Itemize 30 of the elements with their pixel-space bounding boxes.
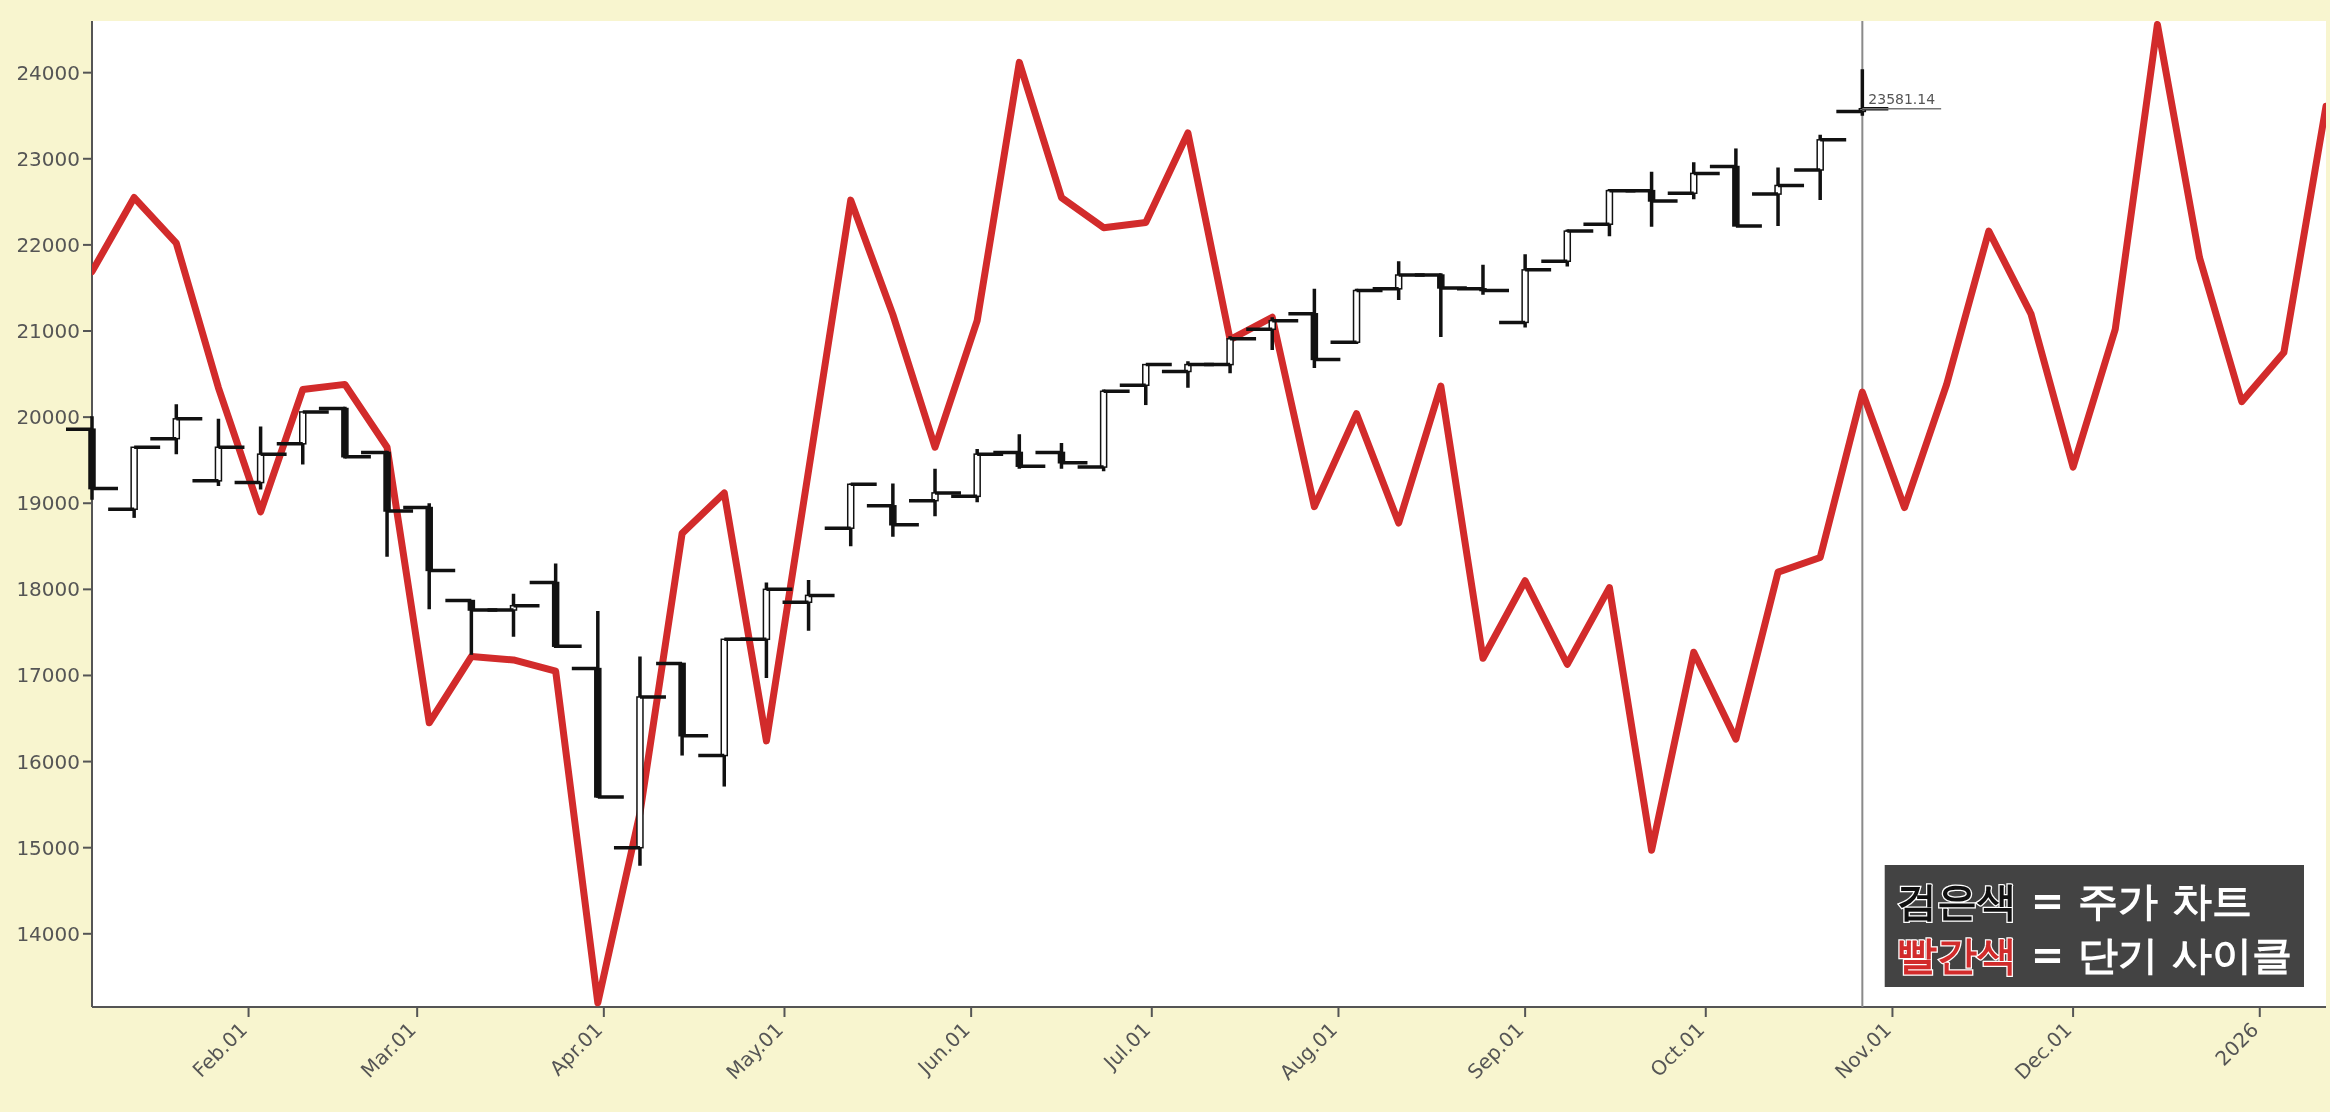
candlestick [1732, 148, 1740, 227]
candlestick [1142, 363, 1150, 406]
y-tick-label: 16000 [16, 749, 80, 774]
annotation: 23581.14 [1868, 90, 1936, 107]
candlestick [636, 656, 644, 866]
y-tick-label: 21000 [16, 319, 80, 344]
y-tick-label: 22000 [16, 232, 80, 257]
y-tick-label: 23000 [16, 146, 80, 171]
candlestick [1521, 254, 1529, 328]
candlestick [551, 563, 560, 648]
candlestick [425, 503, 433, 610]
candlestick [1226, 336, 1234, 374]
y-tick-label: 18000 [16, 577, 80, 602]
y-tick-label: 19000 [16, 491, 80, 516]
candlestick [889, 483, 897, 537]
candlestick [299, 411, 307, 465]
candlestick [130, 446, 138, 518]
candlestick [678, 662, 686, 756]
y-tick-label: 14000 [16, 921, 80, 946]
text: 검은색 = 주가 차트 [1896, 878, 2252, 924]
y-tick-label: 20000 [16, 405, 80, 430]
y-tick-label: 24000 [16, 60, 80, 85]
y-tick-label: 17000 [16, 663, 80, 688]
candlestick [1437, 273, 1445, 338]
y-tick-label: 15000 [16, 835, 80, 860]
candlestick [1816, 134, 1824, 201]
candlestick [594, 610, 602, 798]
text: 빨간색 = 단기 사이클 [1896, 932, 2292, 978]
candlestick [720, 638, 729, 787]
candlestick [383, 450, 391, 557]
